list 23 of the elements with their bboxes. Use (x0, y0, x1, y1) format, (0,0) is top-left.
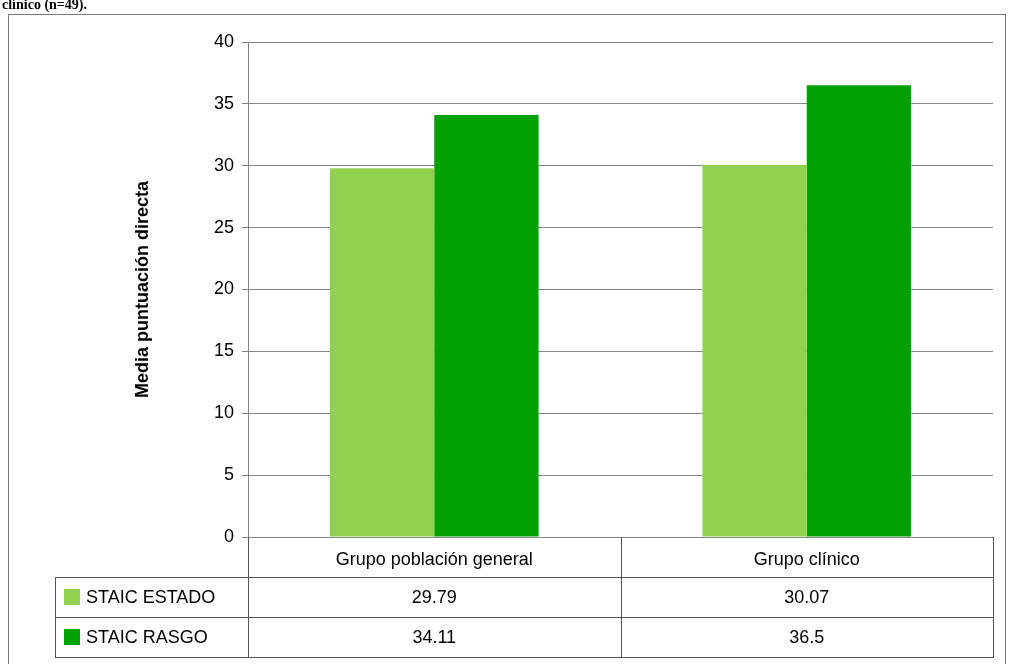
y-tick-label: 15 (213, 340, 234, 361)
x-tick-label: Grupo población general (335, 548, 533, 569)
bar (434, 114, 539, 537)
y-tick-label: 0 (223, 525, 234, 546)
y-tick-label: 30 (213, 154, 234, 175)
y-tick-label: 20 (213, 278, 234, 299)
y-tick-label: 5 (223, 464, 234, 485)
y-tick-label: 40 (213, 30, 234, 51)
legend-label: STAIC RASGO (86, 626, 208, 648)
bar (329, 168, 435, 537)
bar (806, 85, 912, 537)
text: clínico (n=49). (2, 0, 87, 12)
y-tick-label: 25 (213, 216, 234, 237)
y-tick-label: 10 (213, 402, 234, 423)
x-tick-label: Grupo clínico (753, 548, 860, 569)
data-label: 36.5 (788, 625, 826, 649)
y-axis-title: Media puntuación directa (131, 180, 152, 399)
y-tick-label: 35 (213, 92, 234, 113)
bar (702, 164, 807, 537)
data-label: 30.07 (783, 585, 831, 609)
data-label: 34.11 (411, 625, 458, 649)
legend-label: STAIC ESTADO (86, 586, 216, 608)
data-label: 29.79 (410, 585, 458, 609)
